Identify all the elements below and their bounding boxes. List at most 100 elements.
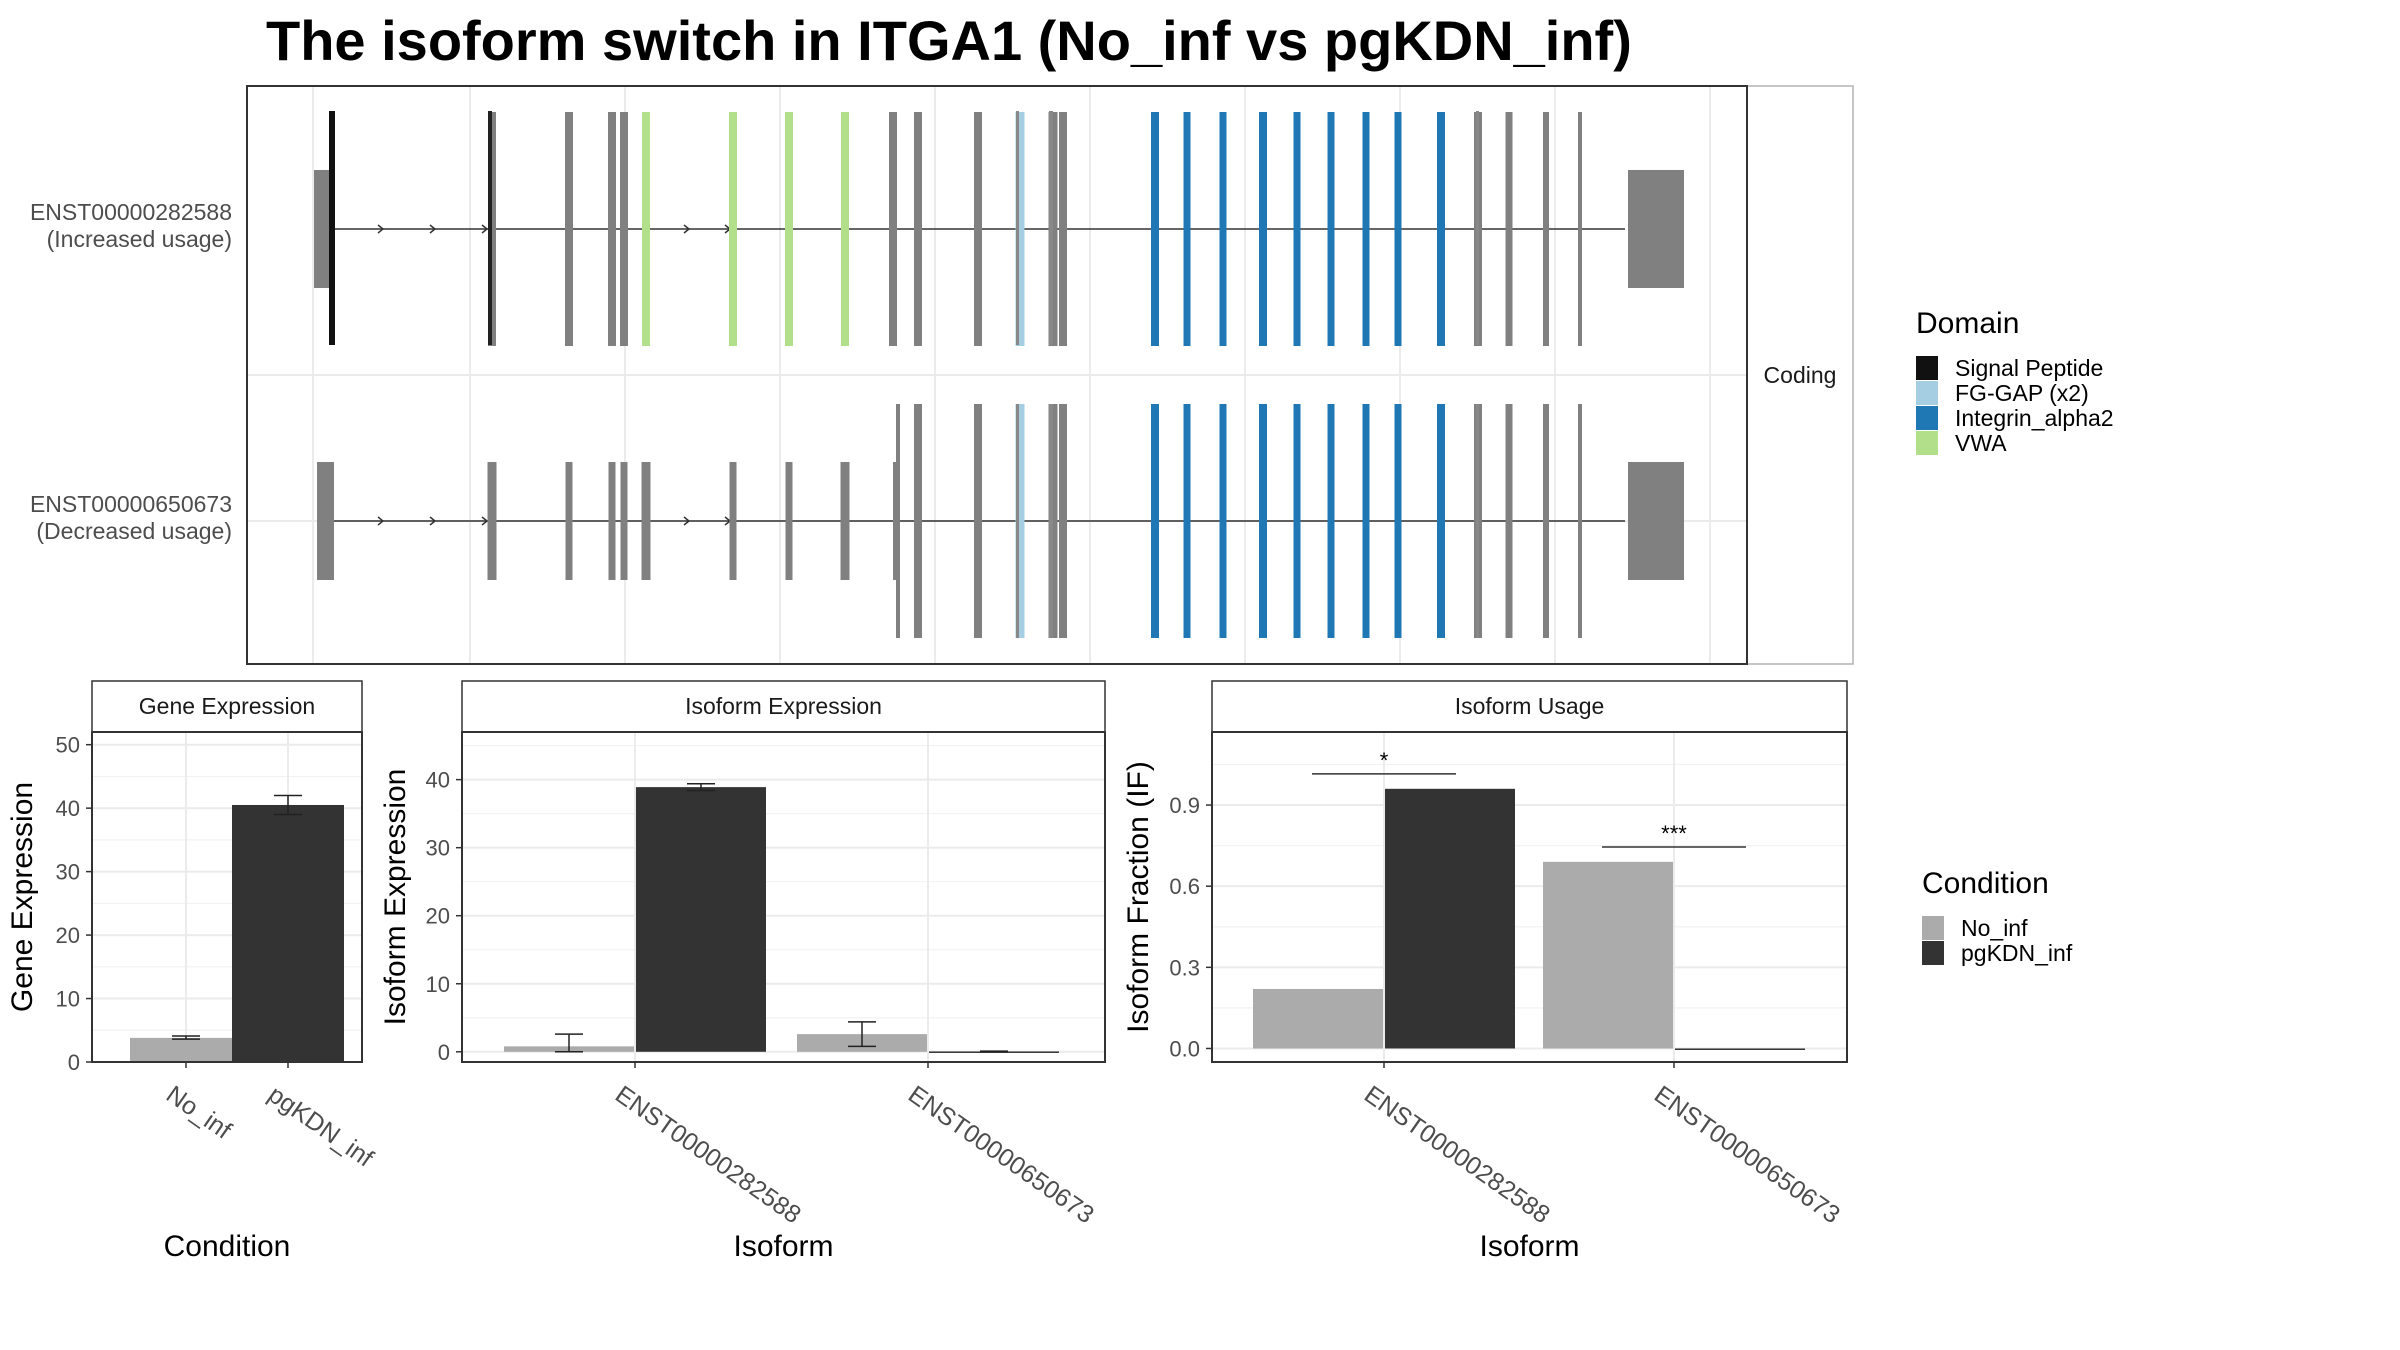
exon (1505, 404, 1513, 638)
condition-legend-title: Condition (1922, 867, 2049, 900)
transcript-structure-panel: Coding ENST00000282588(Increased usage) EN… (30, 85, 1854, 665)
exon (314, 170, 330, 288)
exon (1394, 404, 1402, 638)
intron-arrow (429, 224, 437, 234)
domain-legend-label: VWA (1955, 430, 2007, 456)
exon (729, 112, 737, 346)
exon (1016, 111, 1019, 345)
bar-chart-panel-3: Isoform Usage****0.00.30.60.9ENST0000028… (1122, 680, 1848, 1263)
y-axis-title: Gene Expression (6, 782, 39, 1012)
significance-label: *** (1661, 821, 1687, 846)
exon (840, 462, 850, 580)
y-tick-label: 40 (56, 796, 80, 821)
bar-pgKDN_inf-ENST00000282588 (636, 787, 766, 1052)
domain-legend-key (1916, 431, 1938, 455)
bar-pgKDN_inf-ENST00000650673 (1675, 1048, 1805, 1050)
domain-legend-key (1916, 381, 1938, 405)
exon (1151, 112, 1159, 346)
intron-arrow (377, 224, 385, 234)
intron-arrow (481, 516, 489, 526)
panel-strip (91, 680, 363, 733)
y-tick-label: 50 (56, 733, 80, 758)
exon (889, 112, 897, 346)
y-tick-label: 30 (56, 860, 80, 885)
exon (642, 112, 650, 346)
exon (893, 462, 896, 580)
domain-legend-key (1916, 406, 1938, 430)
exon (641, 462, 651, 580)
transcript-id-label: ENST00000650673 (30, 491, 232, 517)
exon (608, 462, 616, 580)
exon (974, 112, 982, 346)
exon (1059, 404, 1067, 638)
strip-coding (1746, 85, 1854, 665)
exon (317, 462, 334, 580)
y-tick-label: 10 (426, 972, 450, 997)
exon-signal-peptide (329, 111, 335, 345)
y-tick-label: 20 (426, 904, 450, 929)
exon (1059, 112, 1067, 346)
x-axis-title: Condition (164, 1230, 291, 1263)
x-tick-label: ENST00000650673 (903, 1080, 1099, 1229)
exon (1362, 112, 1370, 346)
bar-No_inf-ENST00000282588 (1253, 988, 1383, 1049)
exon (1015, 112, 1025, 346)
exon (1476, 404, 1479, 638)
bar-No_inf (130, 1037, 242, 1062)
domain-legend-label: Signal Peptide (1955, 355, 2103, 381)
bar-chart-panel-2: Isoform Expression 0 10 20 30 40 ENST000002825… (379, 680, 1106, 1263)
exon (565, 112, 573, 346)
intron-arrow (429, 516, 437, 526)
x-axis-title: Isoform (733, 1230, 833, 1263)
panel-strip-title: Isoform Usage (1455, 693, 1605, 719)
y-axis-title: Isoform Fraction (IF) (1122, 761, 1155, 1033)
exon (1327, 404, 1335, 638)
y-tick-label: 10 (56, 987, 80, 1012)
exon (1578, 112, 1582, 346)
bar-pgKDN_inf (232, 804, 344, 1062)
exon (1293, 112, 1301, 346)
exon (1394, 112, 1402, 346)
y-tick-label: 0.6 (1169, 874, 1200, 899)
significance-label: * (1380, 748, 1389, 773)
exon (974, 404, 982, 638)
exon (1362, 404, 1370, 638)
exon (1543, 112, 1549, 346)
condition-legend-label: No_inf (1961, 915, 2028, 941)
exon (1578, 404, 1582, 638)
strip-coding-label: Coding (1764, 362, 1837, 388)
exon (1049, 404, 1053, 638)
transcript-usage-label: (Decreased usage) (36, 518, 232, 544)
panel-strip (1211, 680, 1848, 733)
bar-No_inf-ENST00000650673 (1543, 861, 1673, 1049)
exon (1049, 111, 1053, 345)
exon-utr (1628, 170, 1684, 288)
exon (1183, 112, 1191, 346)
intron-arrow (683, 516, 691, 526)
plot-border (1211, 731, 1848, 1063)
condition-legend-label: pgKDN_inf (1961, 940, 2073, 966)
y-tick-label: 30 (426, 836, 450, 861)
condition-legend-key (1922, 916, 1944, 940)
transcript-usage-label: (Increased usage) (47, 226, 232, 252)
intron-arrow (481, 224, 489, 234)
panel-strip (461, 680, 1106, 733)
y-tick-label: 0.3 (1169, 955, 1200, 980)
y-tick-label: 20 (56, 923, 80, 948)
y-tick-label: 0 (68, 1050, 80, 1075)
x-tick-label: pgKDN_inf (263, 1080, 378, 1172)
bar-pgKDN_inf-ENST00000282588 (1385, 788, 1515, 1049)
exon (1016, 404, 1019, 638)
plot-border (461, 731, 1106, 1063)
exon (1476, 111, 1479, 345)
figure-title: The isoform switch in ITGA1 (No_inf vs p… (266, 9, 1632, 72)
exon (785, 462, 793, 580)
x-tick-label: ENST00000282588 (610, 1080, 806, 1229)
exon-signal-peptide (488, 111, 492, 345)
y-tick-label: 0.9 (1169, 793, 1200, 818)
plot-border (91, 731, 363, 1063)
y-tick-label: 40 (426, 768, 450, 793)
intron-arrow (683, 224, 691, 234)
